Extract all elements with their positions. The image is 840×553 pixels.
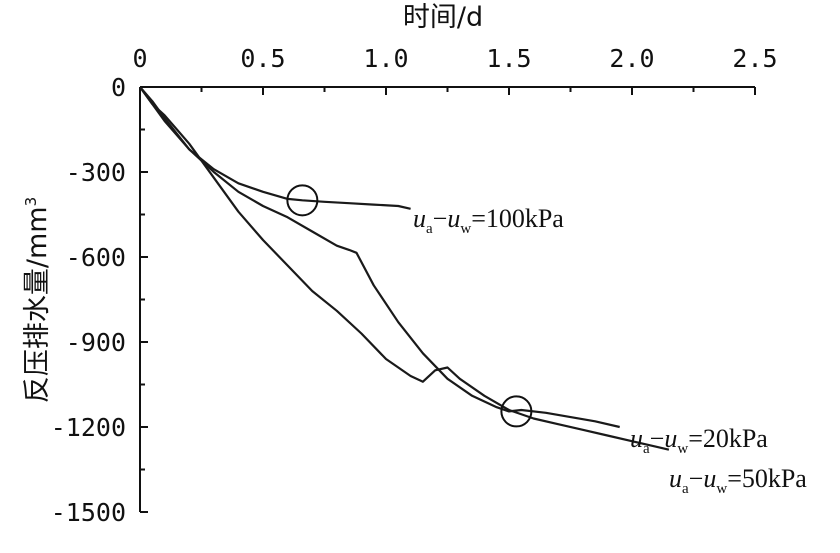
y-axis-title-text: 反压排水量/mm [22,206,53,403]
y-tick-label: 0 [111,73,126,102]
label-u: u [630,424,643,453]
label-dash: − [650,424,665,453]
x-axis-title: 时间/d [403,2,483,33]
y-tick-label: -1500 [51,498,126,527]
y-tick-label: -300 [66,158,126,187]
label-sub-w: w [677,441,688,457]
y-axis-title-superscript: 3 [22,197,40,207]
circle-marker-s20 [500,395,533,428]
y-tick-label: -900 [66,328,126,357]
label-value: =100kPa [471,204,564,233]
label-value: =50kPa [727,464,807,493]
series-label-100kpa: ua−uw=100kPa [413,204,564,237]
label-u: u [703,464,716,493]
label-u: u [669,464,682,493]
y-tick-label: -1200 [51,413,126,442]
axis-ticks: 0 0.5 1.0 1.5 2.0 2.5 0 -300 -600 -900 -1200 -1500 [51,44,778,527]
x-tick-label: 2.5 [732,44,777,73]
series-label-20kpa: ua−uw=20kPa [630,424,768,457]
circle-markers [286,184,533,428]
y-tick-label: -600 [66,243,126,272]
label-u: u [664,424,677,453]
label-dash: − [689,464,704,493]
x-tick-label: 1.5 [486,44,531,73]
label-sub-a: a [643,441,650,457]
series-curves [139,86,670,451]
series-line-s50 [139,86,670,451]
label-sub-a: a [682,481,689,497]
label-value: =20kPa [688,424,768,453]
x-tick-label: 0.5 [240,44,285,73]
label-sub-a: a [426,221,433,237]
x-tick-label: 0 [132,44,147,73]
y-axis-title: 反压排水量/mm3 [22,197,53,403]
x-tick-label: 1.0 [363,44,408,73]
label-sub-w: w [716,481,727,497]
series-line-s100 [139,86,411,210]
label-dash: − [433,204,448,233]
series-label-50kpa: ua−uw=50kPa [669,464,807,497]
series-line-s20 [139,86,620,429]
x-tick-label: 2.0 [609,44,654,73]
circle-marker-s100 [286,184,319,217]
label-u: u [447,204,460,233]
label-u: u [413,204,426,233]
label-sub-w: w [460,221,471,237]
